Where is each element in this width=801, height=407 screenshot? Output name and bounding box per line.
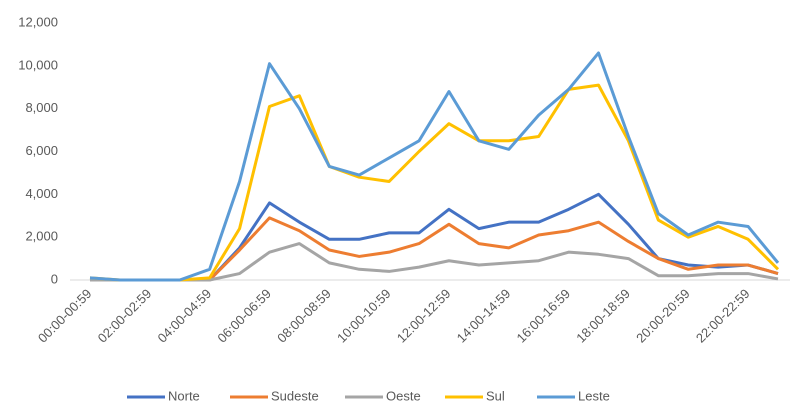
series-line (89, 83, 780, 282)
x-tick-label: 02:00-02:59 (95, 286, 155, 346)
legend-label: Sudeste (271, 388, 319, 403)
x-tick-label: 16:00-16:59 (513, 286, 573, 346)
x-tick-label: 20:00-20:59 (633, 286, 693, 346)
y-tick-label: 0 (51, 271, 58, 286)
y-tick-label: 10,000 (18, 57, 58, 72)
x-tick-label: 04:00-04:59 (155, 286, 215, 346)
x-tick-label: 10:00-10:59 (334, 286, 394, 346)
series-line (90, 192, 779, 282)
legend-label: Sul (486, 388, 505, 403)
series-line (89, 51, 780, 282)
y-tick-label: 8,000 (25, 100, 58, 115)
x-tick-label: 18:00-18:59 (573, 286, 633, 346)
x-tick-label: 14:00-14:59 (454, 286, 514, 346)
legend-label: Oeste (386, 388, 421, 403)
legend-label: Leste (578, 388, 610, 403)
x-tick-label: 00:00-00:59 (35, 286, 95, 346)
x-tick-label: 08:00-08:59 (274, 286, 334, 346)
x-tick-label: 22:00-22:59 (693, 286, 753, 346)
y-tick-label: 2,000 (25, 229, 58, 244)
legend-label: Norte (168, 388, 200, 403)
x-tick-label: 06:00-06:59 (214, 286, 274, 346)
y-tick-label: 4,000 (25, 186, 58, 201)
series-line (90, 242, 779, 282)
y-tick-label: 6,000 (25, 143, 58, 158)
y-tick-label: 12,000 (18, 14, 58, 29)
x-tick-label: 12:00-12:59 (394, 286, 454, 346)
